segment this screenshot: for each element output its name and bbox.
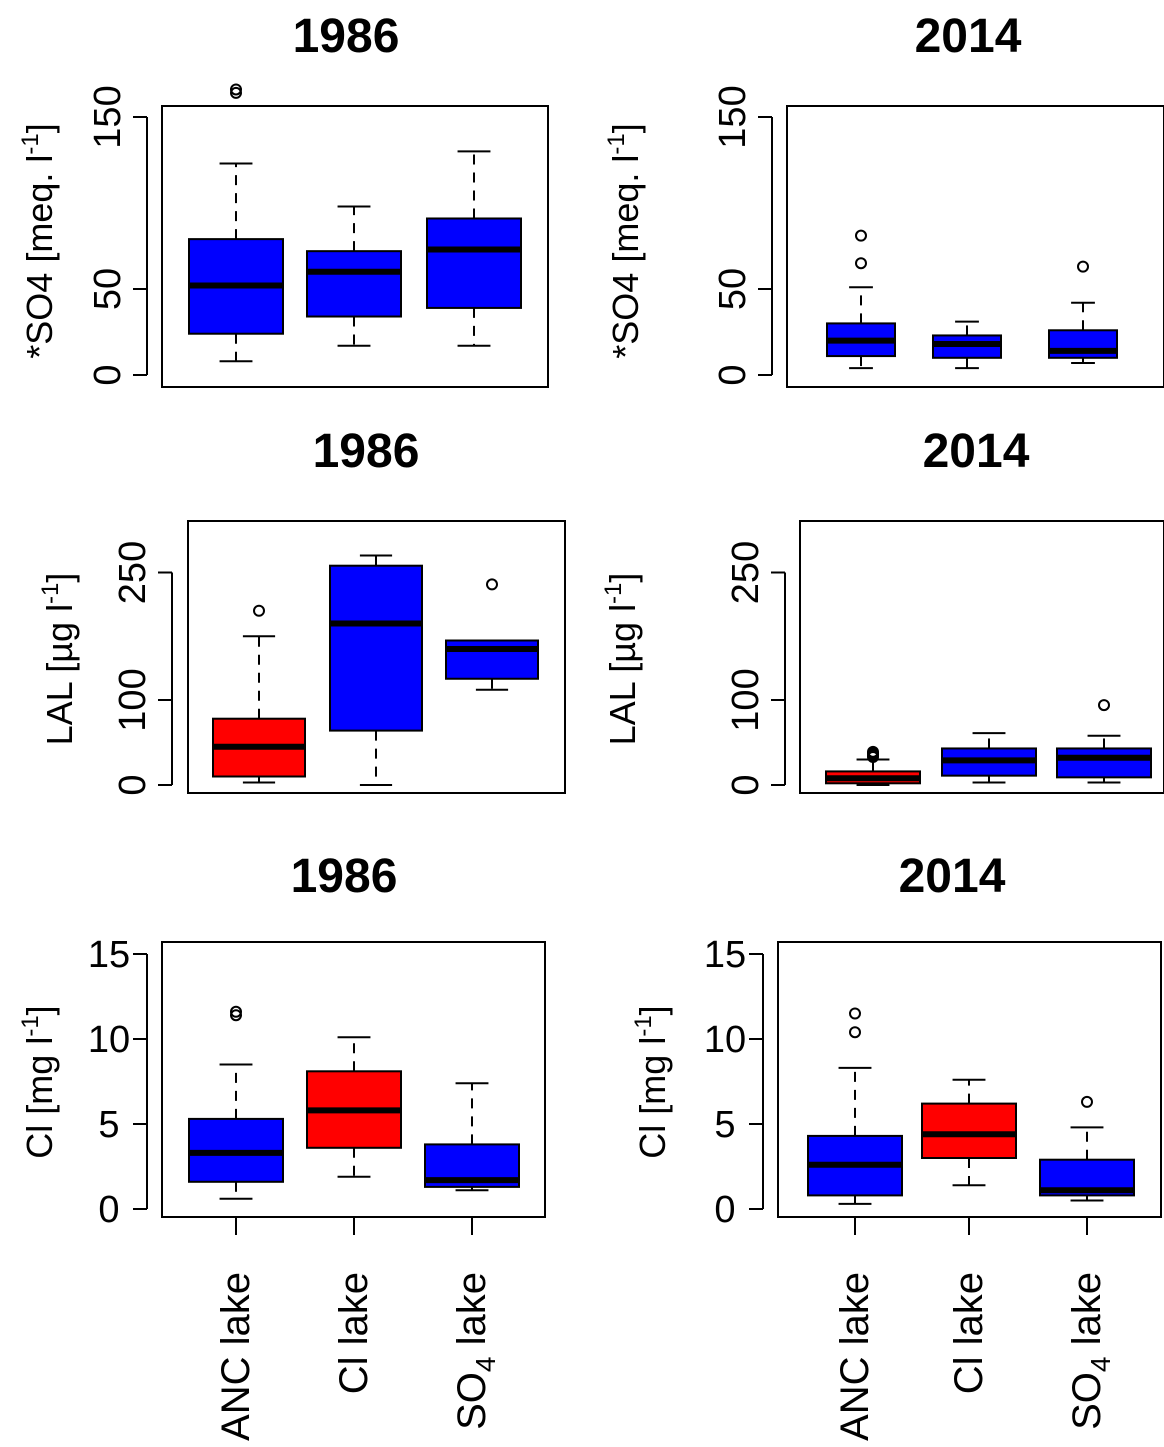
y-tick-label: 250 <box>112 541 154 604</box>
box-anc-lake <box>825 745 921 786</box>
iqr-box <box>1056 747 1152 779</box>
iqr-box <box>306 250 402 318</box>
outlier-point <box>867 745 879 758</box>
box-cl-lake <box>306 1036 402 1178</box>
outlier-point <box>855 229 867 242</box>
x-tick-label: Cl lake <box>947 1272 991 1394</box>
outlier-point <box>230 83 242 96</box>
panel-title: 1986 <box>291 850 398 903</box>
outlier-point <box>486 578 498 591</box>
box-cl-lake <box>932 320 1002 370</box>
box-so4-lake <box>445 578 539 691</box>
panel-1: 1986 0 50 150 *SO4 [meq. l-1] <box>17 10 549 388</box>
panel-5: 1986 0 5 10 15 Cl [mg l-1] ANC lake Cl lake SO4 … <box>17 850 546 1441</box>
box-cl-lake <box>941 732 1037 784</box>
panel-3: 1986 0 100 250 LAL [µg l-1] <box>37 425 566 796</box>
y-axis-label: Cl [mg l-1] <box>17 1005 60 1158</box>
outlier-point <box>1077 260 1089 273</box>
outlier-point <box>230 1009 242 1022</box>
box-anc-lake <box>807 1007 903 1205</box>
outlier-point <box>230 86 242 99</box>
box-anc-lake <box>188 1005 284 1200</box>
y-tick-label: 15 <box>88 934 130 976</box>
plot-frame <box>161 105 549 388</box>
panel-2: 2014 0 50 150 *SO4 [meq. l-1] <box>603 10 1164 388</box>
y-tick-label: 150 <box>712 85 754 148</box>
outlier-point <box>849 1026 861 1039</box>
outlier-point <box>230 1005 242 1018</box>
y-tick-label: 5 <box>714 1104 735 1146</box>
y-axis-label: LAL [µg l-1] <box>600 573 643 746</box>
panel-6: 2014 0 5 10 15 Cl [mg l-1] ANC lake Cl lake SO4 … <box>630 850 1162 1441</box>
y-tick-label: 0 <box>98 1189 119 1231</box>
y-tick-label: 0 <box>714 1189 735 1231</box>
y-tick-label: 50 <box>712 268 754 310</box>
box-anc-lake <box>212 604 306 784</box>
panel-title: 2014 <box>915 10 1022 63</box>
box-cl-lake <box>329 554 423 786</box>
iqr-box <box>426 217 522 309</box>
box-so4-lake <box>1056 699 1152 784</box>
panel-title: 2014 <box>923 425 1030 478</box>
y-tick-label: 0 <box>712 364 754 385</box>
y-tick-label: 150 <box>87 85 129 148</box>
x-tick-label: Cl lake <box>332 1272 376 1394</box>
box-anc-lake <box>188 83 284 363</box>
y-tick-label: 50 <box>87 268 129 310</box>
y-tick-label: 250 <box>725 541 767 604</box>
y-tick-label: 0 <box>725 774 767 795</box>
plot-frame <box>187 520 566 794</box>
y-tick-label: 10 <box>704 1019 746 1061</box>
y-tick-label: 15 <box>704 934 746 976</box>
outlier-point <box>849 1007 861 1020</box>
box-so4-lake <box>1048 260 1118 364</box>
y-axis-label: *SO4 [meq. l-1] <box>17 123 60 358</box>
plot-frame <box>786 105 1164 388</box>
box-so4-lake <box>426 150 522 347</box>
y-tick-label: 0 <box>112 774 154 795</box>
y-axis-label: Cl [mg l-1] <box>630 1005 673 1158</box>
outlier-point <box>253 604 265 617</box>
y-axis-label: *SO4 [meq. l-1] <box>603 123 646 358</box>
y-tick-label: 10 <box>88 1019 130 1061</box>
iqr-box <box>921 1102 1017 1159</box>
box-cl-lake <box>306 205 402 347</box>
x-tick-label: ANC lake <box>214 1272 258 1441</box>
y-axis-label: LAL [µg l-1] <box>37 573 80 746</box>
y-tick-label: 100 <box>112 668 154 731</box>
outlier-point <box>1081 1095 1093 1108</box>
panel-title: 2014 <box>899 850 1006 903</box>
outlier-point <box>855 257 867 270</box>
panel-4: 2014 0 100 250 LAL [µg l-1] <box>600 425 1164 796</box>
box-anc-lake <box>826 229 896 370</box>
box-cl-lake <box>921 1078 1017 1187</box>
x-tick-label: SO4 lake <box>450 1272 501 1430</box>
x-tick-label: SO4 lake <box>1065 1272 1116 1430</box>
plot-frame <box>799 520 1164 794</box>
y-tick-label: 5 <box>98 1104 119 1146</box>
y-tick-label: 100 <box>725 668 767 731</box>
box-so4-lake <box>1039 1095 1135 1202</box>
outlier-point <box>1098 699 1110 712</box>
x-tick-label: ANC lake <box>833 1272 877 1441</box>
panel-title: 1986 <box>313 425 420 478</box>
y-tick-label: 0 <box>87 364 129 385</box>
panel-title: 1986 <box>293 10 400 63</box>
box-so4-lake <box>424 1082 520 1192</box>
iqr-box <box>329 564 423 732</box>
